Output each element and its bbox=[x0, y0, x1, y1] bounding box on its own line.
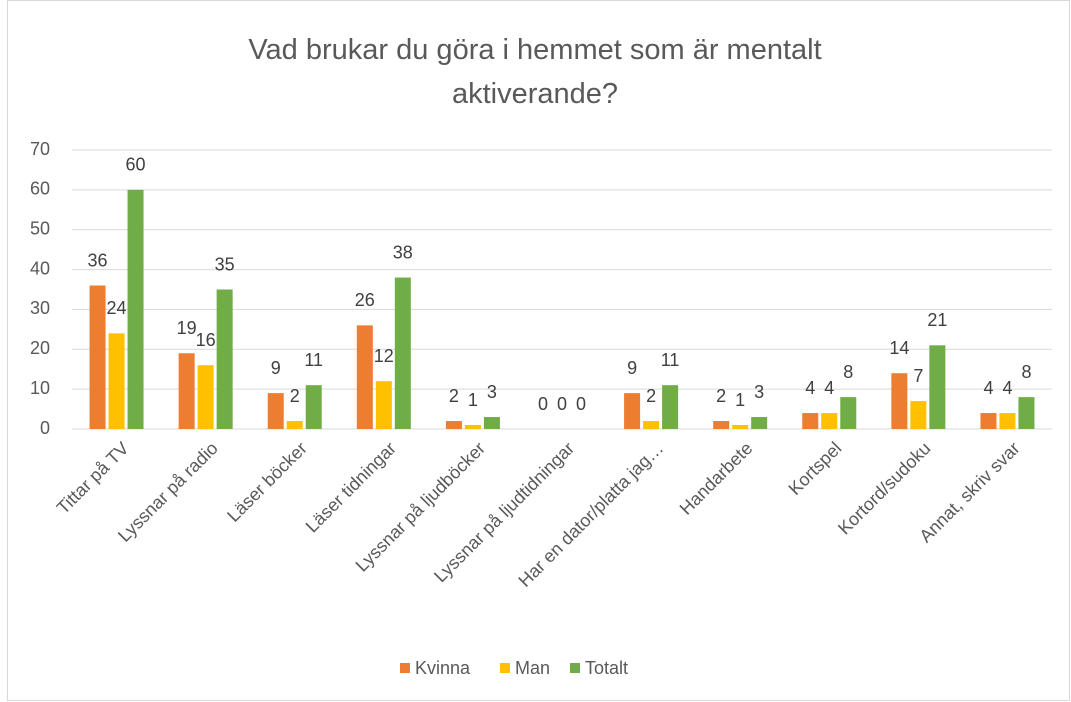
legend-label: Kvinna bbox=[415, 658, 471, 678]
bar bbox=[108, 333, 125, 429]
bar bbox=[394, 277, 411, 429]
value-label: 4 bbox=[824, 378, 834, 398]
bar bbox=[483, 417, 500, 429]
value-label: 0 bbox=[557, 394, 567, 414]
value-label: 2 bbox=[716, 386, 726, 406]
value-label: 0 bbox=[538, 394, 548, 414]
bar bbox=[624, 393, 641, 429]
bar bbox=[305, 385, 322, 429]
x-tick-label: Handarbete bbox=[676, 438, 757, 519]
bar bbox=[891, 373, 908, 429]
value-label: 2 bbox=[646, 386, 656, 406]
value-label: 12 bbox=[374, 346, 394, 366]
bar bbox=[178, 353, 195, 429]
value-label: 11 bbox=[304, 350, 323, 370]
x-tick-label: Kortord/sudoku bbox=[834, 438, 934, 538]
legend-label: Man bbox=[515, 658, 550, 678]
bar bbox=[464, 425, 481, 429]
value-label: 19 bbox=[177, 318, 197, 338]
value-label: 1 bbox=[735, 390, 745, 410]
value-label: 38 bbox=[393, 242, 413, 262]
legend-label: Totalt bbox=[585, 658, 628, 678]
bar bbox=[89, 285, 106, 429]
value-label: 0 bbox=[576, 394, 586, 414]
bar bbox=[267, 393, 284, 429]
y-tick-label: 70 bbox=[30, 139, 50, 159]
bar bbox=[999, 413, 1016, 429]
legend-swatch bbox=[500, 663, 510, 673]
bar bbox=[445, 421, 462, 429]
y-tick-label: 20 bbox=[30, 338, 50, 358]
bar bbox=[821, 413, 838, 429]
bar bbox=[713, 421, 730, 429]
value-label: 16 bbox=[196, 330, 216, 350]
bar bbox=[127, 189, 144, 429]
value-label: 24 bbox=[107, 298, 127, 318]
value-label: 11 bbox=[661, 350, 680, 370]
bar bbox=[732, 425, 749, 429]
value-label: 9 bbox=[271, 358, 281, 378]
value-label: 21 bbox=[927, 310, 947, 330]
bar bbox=[1018, 397, 1035, 429]
y-tick-label: 10 bbox=[30, 378, 50, 398]
bar bbox=[929, 345, 946, 429]
bar bbox=[643, 421, 660, 429]
value-label: 7 bbox=[913, 366, 923, 386]
bar bbox=[980, 413, 997, 429]
value-label: 4 bbox=[1002, 378, 1012, 398]
value-label: 4 bbox=[983, 378, 993, 398]
value-label: 3 bbox=[487, 382, 497, 402]
value-label: 8 bbox=[1021, 362, 1031, 382]
chart-border bbox=[7, 0, 1070, 701]
value-label: 3 bbox=[754, 382, 764, 402]
legend-swatch bbox=[400, 663, 410, 673]
value-label: 9 bbox=[627, 358, 637, 378]
bar bbox=[910, 401, 927, 429]
y-tick-label: 30 bbox=[30, 298, 50, 318]
bar bbox=[286, 421, 303, 429]
legend-swatch bbox=[570, 663, 580, 673]
y-tick-label: 0 bbox=[40, 418, 50, 438]
x-tick-label: Tittar på TV bbox=[53, 438, 133, 518]
value-label: 36 bbox=[88, 250, 108, 270]
value-label: 1 bbox=[468, 390, 478, 410]
bar bbox=[216, 289, 233, 429]
value-label: 2 bbox=[449, 386, 459, 406]
y-tick-label: 60 bbox=[30, 179, 50, 199]
x-tick-label: Läser böcker bbox=[223, 438, 311, 526]
bar bbox=[197, 365, 214, 429]
x-tick-label: Har en dator/platta jag… bbox=[514, 438, 667, 591]
chart-title: Vad brukar du göra i hemmet som är menta… bbox=[248, 34, 822, 110]
y-tick-label: 40 bbox=[30, 258, 50, 278]
x-tick-label: Kortspel bbox=[785, 438, 846, 499]
value-label: 60 bbox=[126, 155, 146, 175]
value-label: 35 bbox=[215, 254, 235, 274]
bar bbox=[375, 381, 392, 429]
value-label: 26 bbox=[355, 290, 375, 310]
y-tick-label: 50 bbox=[30, 218, 50, 238]
bar bbox=[662, 385, 679, 429]
x-tick-label: Läser tidningar bbox=[302, 438, 400, 536]
value-label: 14 bbox=[889, 338, 909, 358]
bar bbox=[751, 417, 768, 429]
value-label: 2 bbox=[290, 386, 300, 406]
bar bbox=[840, 397, 857, 429]
value-label: 8 bbox=[843, 362, 853, 382]
bar bbox=[356, 325, 373, 429]
value-label: 4 bbox=[805, 378, 815, 398]
bar bbox=[802, 413, 819, 429]
